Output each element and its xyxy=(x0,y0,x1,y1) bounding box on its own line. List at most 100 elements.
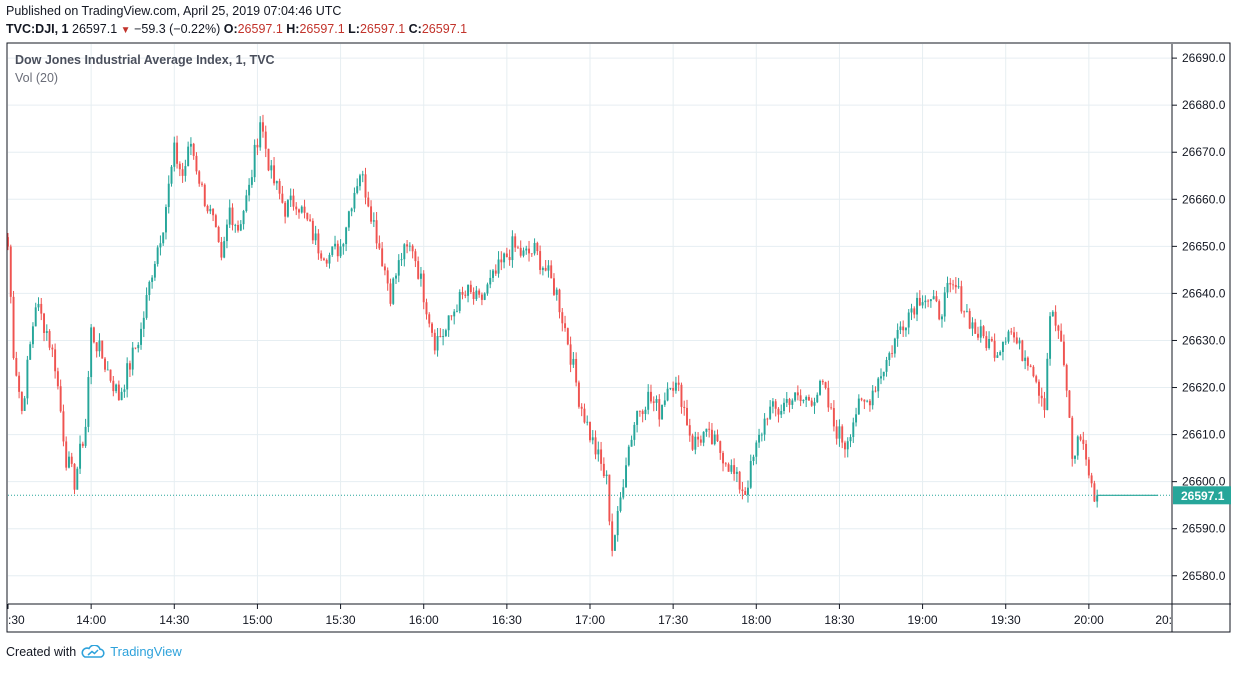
candle-body xyxy=(866,400,869,402)
candle-body xyxy=(719,441,722,453)
candle-body xyxy=(724,463,727,465)
candle-body xyxy=(627,446,630,466)
candle-body xyxy=(888,353,891,361)
candle-body xyxy=(561,312,564,324)
candle-body xyxy=(977,333,979,338)
candle-body xyxy=(253,144,256,178)
candle-body xyxy=(408,245,411,247)
candle-body xyxy=(444,330,447,337)
open-value: 26597.1 xyxy=(237,22,283,36)
candle-body xyxy=(184,166,187,176)
candle-body xyxy=(81,443,84,446)
candle-body xyxy=(187,146,190,167)
candle-body xyxy=(733,465,736,474)
candle-body xyxy=(73,463,76,490)
candle-body xyxy=(577,382,580,407)
candle-body xyxy=(442,336,445,338)
last-price: 26597.1 xyxy=(72,22,118,36)
candle-body xyxy=(478,290,481,295)
candle-body xyxy=(528,248,530,254)
candle-body xyxy=(475,290,478,299)
candle-body xyxy=(104,358,106,370)
candle-body xyxy=(278,181,281,194)
candle-body xyxy=(591,437,594,441)
candle-body xyxy=(863,399,866,402)
chart-legend-title[interactable]: Dow Jones Industrial Average Index, 1, T… xyxy=(15,53,275,67)
candle-body xyxy=(968,310,971,329)
candle-body xyxy=(231,207,234,226)
candle-body xyxy=(868,400,871,406)
symbol-label[interactable]: TVC:DJI, 1 xyxy=(6,22,69,36)
candle-body xyxy=(1051,311,1054,317)
candle-body xyxy=(178,163,181,170)
candle-body xyxy=(1068,390,1071,418)
candle-body xyxy=(383,266,386,271)
low-label: L: xyxy=(348,22,360,36)
candle-body xyxy=(165,207,167,233)
candle-body xyxy=(322,258,325,260)
candle-body xyxy=(9,246,12,297)
candle-body xyxy=(1082,439,1085,444)
candle-body xyxy=(896,330,899,339)
candle-body xyxy=(356,186,359,193)
candle-body xyxy=(117,384,120,401)
candle-body xyxy=(295,206,298,210)
candle-body xyxy=(844,442,846,450)
candle-body xyxy=(860,398,863,400)
candle-body xyxy=(566,328,569,345)
x-tick-label: 20:00 xyxy=(1074,613,1104,627)
x-tick-label: 18:00 xyxy=(741,613,771,627)
y-tick-label: 26580.0 xyxy=(1182,569,1226,583)
candle-body xyxy=(70,456,73,464)
tradingview-brand[interactable]: TradingView xyxy=(110,644,182,659)
x-tick-label: 15:30 xyxy=(326,613,356,627)
candle-body xyxy=(300,206,303,213)
candle-body xyxy=(1018,340,1021,344)
x-tick-label: 18:30 xyxy=(824,613,854,627)
candle-body xyxy=(137,344,140,349)
candle-body xyxy=(142,317,145,329)
candle-body xyxy=(904,327,907,331)
candle-body xyxy=(771,401,774,407)
candle-body xyxy=(303,206,306,213)
candle-body xyxy=(929,299,932,302)
candle-body xyxy=(799,395,802,402)
candle-body xyxy=(489,277,492,285)
y-tick-label: 26680.0 xyxy=(1182,98,1226,112)
candle-body xyxy=(40,303,43,314)
candle-body xyxy=(45,331,48,333)
candle-body xyxy=(985,336,988,349)
candle-body xyxy=(439,335,442,338)
candle-body xyxy=(539,251,542,270)
candle-body xyxy=(273,165,276,184)
candle-body xyxy=(874,390,877,392)
candle-body xyxy=(262,122,264,132)
candle-body xyxy=(209,208,212,212)
candle-body xyxy=(359,175,361,187)
candle-body xyxy=(763,418,766,435)
candle-body xyxy=(1007,331,1010,342)
candle-body xyxy=(7,237,9,247)
volume-indicator-label[interactable]: Vol (20) xyxy=(15,71,59,85)
candle-body xyxy=(159,243,162,248)
candle-body xyxy=(1038,381,1040,396)
x-tick-label: 14:00 xyxy=(76,613,106,627)
candle-body xyxy=(505,253,508,258)
candle-body xyxy=(619,497,622,511)
candle-body xyxy=(741,489,744,492)
candle-body xyxy=(156,247,159,264)
candle-body xyxy=(511,236,514,261)
candle-body xyxy=(553,278,555,295)
candle-body xyxy=(683,406,686,408)
created-with-text: Created with xyxy=(6,644,77,659)
candle-body xyxy=(289,195,292,201)
candle-body xyxy=(824,382,827,388)
candle-body xyxy=(1046,358,1049,411)
candle-body xyxy=(480,294,483,300)
candle-body xyxy=(109,369,112,381)
candle-body xyxy=(993,340,996,358)
candle-body xyxy=(397,260,400,276)
candle-body xyxy=(31,326,34,345)
